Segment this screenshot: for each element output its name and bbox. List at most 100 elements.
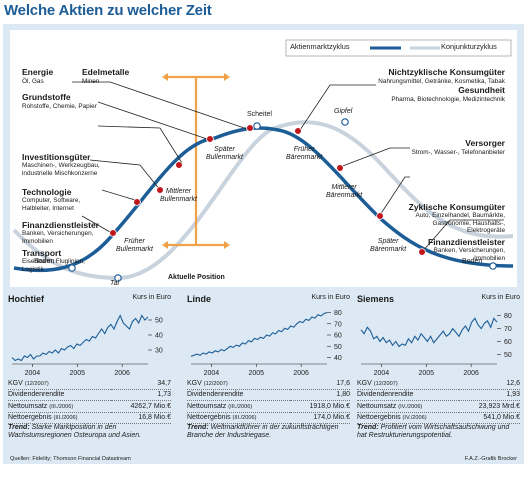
sector-finanzdienstleister-right: Finanzdienstleister Banken, Versicherunge… — [428, 236, 505, 262]
marker-investitionsgueter — [175, 161, 183, 169]
table-row: Dividendenrendite 1,73 — [8, 389, 171, 401]
price-series-line — [190, 311, 328, 357]
sector-technologie: Technologie Computer, Software, Halbleite… — [22, 186, 81, 212]
footer-source: Quellen: Fidelity; Thomson Financial Dat… — [10, 456, 131, 462]
phase-spaeter-baeren: Später Bärenmarkt — [370, 238, 407, 253]
mini-siemens: Siemens Kurs in Euro 50 60 70 80 2004 2005 200… — [357, 292, 520, 439]
x-tick-label: 2005 — [248, 370, 264, 376]
mini-chart-siemens: 50 60 70 80 2004 2005 2006 — [360, 313, 512, 376]
table-row: Nettoumsatz (IV./2006) 23,923 Mrd.€ — [357, 400, 520, 413]
y-tick-label: 30 — [155, 348, 163, 355]
mini-linde: Linde Kurs in Euro 40 50 60 70 80 2004 2005 200… — [187, 292, 350, 439]
y-tick-label: 50 — [334, 344, 342, 351]
phase-tal: Tal — [110, 280, 120, 287]
table-row: KGV (12/2007) 17,6 — [187, 378, 350, 390]
mini-chart-hochtief: 30 40 50 2004 2005 2006 — [11, 314, 163, 376]
boden-left-marker — [68, 264, 76, 272]
price-series-line — [11, 314, 149, 362]
mini-title: Siemens — [357, 294, 395, 304]
phase-frueher-bullen: Früher Bullenmarkt — [116, 238, 153, 253]
mini-unit: Kurs in Euro — [132, 294, 171, 301]
table-row: Dividendenrendite 1,80 — [187, 389, 350, 401]
phase-boden-right: Boden — [462, 258, 483, 265]
marker-nichtzyklisch — [294, 127, 302, 135]
table-row: KGV (12/2007) 12,6 — [357, 378, 520, 390]
cycle-plot-area — [10, 30, 517, 287]
x-tick-label: 2006 — [293, 370, 309, 376]
y-tick-label: 40 — [334, 355, 342, 362]
mini-stats-table: KGV (12/2007) 12,6 Dividendenrendite 1,93 … — [357, 378, 520, 424]
y-tick-label: 40 — [155, 333, 163, 340]
connector-finanz-right — [421, 219, 504, 253]
x-tick-label: 2004 — [204, 370, 220, 376]
x-tick-label: 2006 — [114, 370, 130, 376]
legend-konjunktur-label: Konjunkturzyklus — [441, 42, 497, 51]
sector-versorger: Versorger Strom-, Wasser-, Telefonanbiete… — [411, 138, 505, 156]
mini-chart-linde: 40 50 60 70 80 2004 2005 2006 — [190, 310, 342, 376]
sector-transport: Transport Eisenbahn, Fluglinien, Logistik — [22, 247, 85, 273]
marker-transport — [109, 229, 117, 237]
sector-nichtzyklisch: Nichtzyklische Konsumgüter Nahrungsmittel… — [378, 67, 505, 85]
marker-energie — [246, 124, 254, 132]
x-tick-label: 2004 — [374, 370, 390, 376]
mini-stats-table: KGV (12/2007) 17,6 Dividendenrendite 1,80 … — [187, 378, 350, 424]
current-position-marker — [162, 73, 230, 249]
connector-grundstoffe — [97, 101, 211, 141]
connector-nichtzyklisch — [299, 84, 376, 131]
sector-finanzdienstleister-left: Finanzdienstleister Banken, Versicherunge… — [22, 219, 99, 245]
mini-unit: Kurs in Euro — [311, 294, 350, 301]
connector-energie — [72, 81, 251, 131]
y-tick-label: 80 — [504, 313, 512, 320]
table-row: Nettoergebnis (III./2006) 16,8 Mio.€ — [8, 412, 171, 424]
phase-mittlerer-bullen: Mittlerer Bullenmarkt — [160, 188, 197, 203]
x-tick-label: 2006 — [463, 370, 479, 376]
sector-gesundheit: Gesundheit Pharma, Biotechnologie, Medizi… — [391, 85, 505, 103]
scheitel-marker — [253, 122, 261, 130]
y-tick-label: 50 — [155, 318, 163, 325]
mini-title: Hochtief — [8, 294, 44, 304]
marker-finanz-right — [418, 248, 426, 256]
phase-gipfel: Gipfel — [334, 108, 353, 115]
y-tick-label: 60 — [334, 333, 342, 340]
sector-energie: Energie Öl, Gas — [22, 67, 54, 85]
connector-finanz-left — [101, 189, 136, 201]
connector-versorger — [339, 147, 410, 168]
phase-boden-left: Boden — [34, 258, 55, 265]
footer-credit: F.A.Z.-Grafik Brocker — [464, 456, 517, 462]
table-row: Nettoergebnis (IV./2006) 541,0 Mio.€ — [357, 412, 520, 424]
marker-finanz-left — [133, 198, 141, 206]
mini-trend: Trend: Starke Marktposition in den Wachs… — [8, 424, 142, 440]
marker-technologie — [156, 186, 164, 194]
mini-title: Linde — [187, 294, 211, 304]
phase-scheitel: Scheitel — [247, 111, 272, 118]
boden-right-marker — [489, 262, 497, 270]
table-row: KGV (12/2007) 34,7 — [8, 378, 171, 390]
phase-spaeter-bullen: Später Bullenmarkt — [206, 146, 243, 161]
y-tick-label: 70 — [504, 326, 512, 333]
sector-edelmetalle: Edelmetalle Minen — [82, 67, 130, 85]
marker-grundstoffe — [206, 135, 214, 143]
y-tick-label: 70 — [334, 321, 342, 328]
page-title: Welche Aktien zu welcher Zeit — [4, 2, 212, 19]
x-tick-label: 2005 — [418, 370, 434, 376]
sector-investitionsgueter: Investitionsgüter Maschinen-, Werkzeugbau… — [22, 151, 100, 177]
marker-versorger — [336, 164, 344, 172]
aktuelle-position-label: Aktuelle Position — [168, 274, 225, 281]
connector-investitionsgueter — [97, 125, 183, 164]
sector-zyklisch: Zyklische Konsumgüter Auto, Einzelhandel,… — [408, 201, 505, 234]
x-tick-label: 2004 — [25, 370, 41, 376]
table-row: Nettoumsatz (III./2006) 4262,7 Mio.€ — [8, 400, 171, 413]
y-tick-label: 80 — [334, 310, 342, 317]
connector-transport — [81, 215, 111, 233]
y-tick-label: 60 — [504, 339, 512, 346]
connector-zyklisch — [379, 176, 410, 216]
phase-frueher-baeren: Früher Bärenmarkt — [286, 146, 323, 161]
y-tick-label: 50 — [504, 352, 512, 359]
mini-stats-table: KGV (12/2007) 34,7 Dividendenrendite 1,73 … — [8, 378, 171, 424]
tal-marker — [114, 274, 122, 282]
price-series-line — [360, 317, 498, 348]
legend-aktien-label: Aktienmarktzyklus — [290, 42, 350, 51]
x-tick-label: 2005 — [69, 370, 85, 376]
mini-trend: Trend: Weltmarktführer in der zukunftstr… — [187, 424, 339, 440]
gipfel-marker — [341, 118, 349, 126]
